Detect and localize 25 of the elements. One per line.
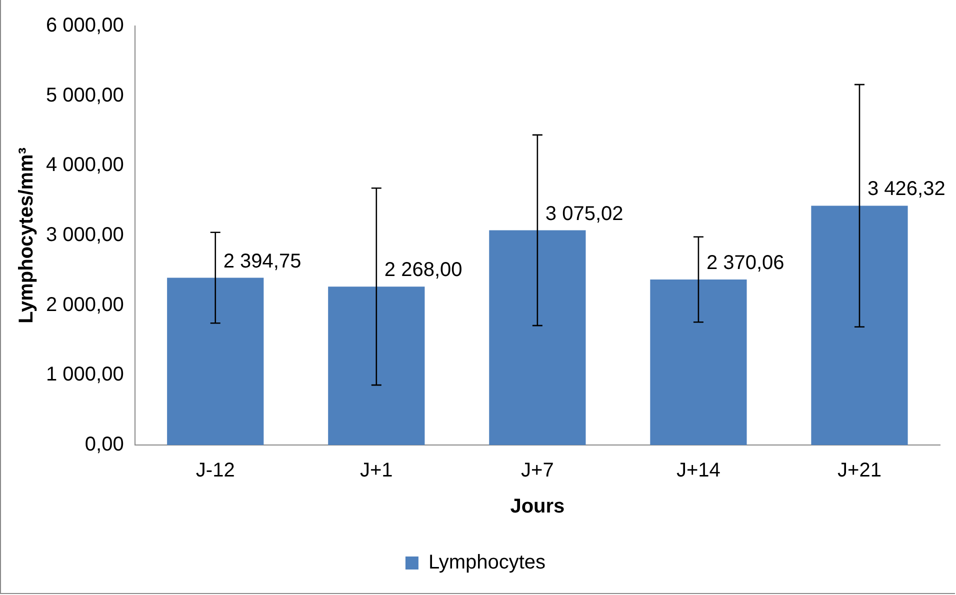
bar xyxy=(167,278,264,445)
legend-label: Lymphocytes xyxy=(428,552,546,574)
data-label: 3 426,32 xyxy=(867,178,946,200)
data-label: 2 268,00 xyxy=(384,259,462,282)
y-axis-title: Lymphocytes/mm³ xyxy=(16,147,38,324)
y-tick-label: 0,00 xyxy=(84,434,124,456)
bar xyxy=(489,230,586,445)
x-axis-title: Jours xyxy=(510,496,565,518)
x-tick-label: J+7 xyxy=(521,460,554,482)
y-tick-label: 4 000,00 xyxy=(46,154,124,176)
y-tick-label: 3 000,00 xyxy=(46,224,124,246)
y-tick-label: 2 000,00 xyxy=(46,294,124,316)
x-tick-label: J+14 xyxy=(676,460,720,482)
y-tick-label: 1 000,00 xyxy=(46,364,124,386)
data-label: 2 394,75 xyxy=(223,250,302,272)
data-label: 2 370,06 xyxy=(706,252,784,274)
bar xyxy=(328,286,425,445)
data-label: 3 075,02 xyxy=(545,202,624,225)
x-tick-label: J+1 xyxy=(360,460,393,482)
y-tick-label: 5 000,00 xyxy=(46,84,124,106)
y-tick-label: 6 000,00 xyxy=(46,14,124,37)
x-tick-label: J+21 xyxy=(838,460,882,482)
bar xyxy=(811,206,908,445)
bar xyxy=(650,279,747,445)
x-tick-label: J-12 xyxy=(196,460,235,482)
